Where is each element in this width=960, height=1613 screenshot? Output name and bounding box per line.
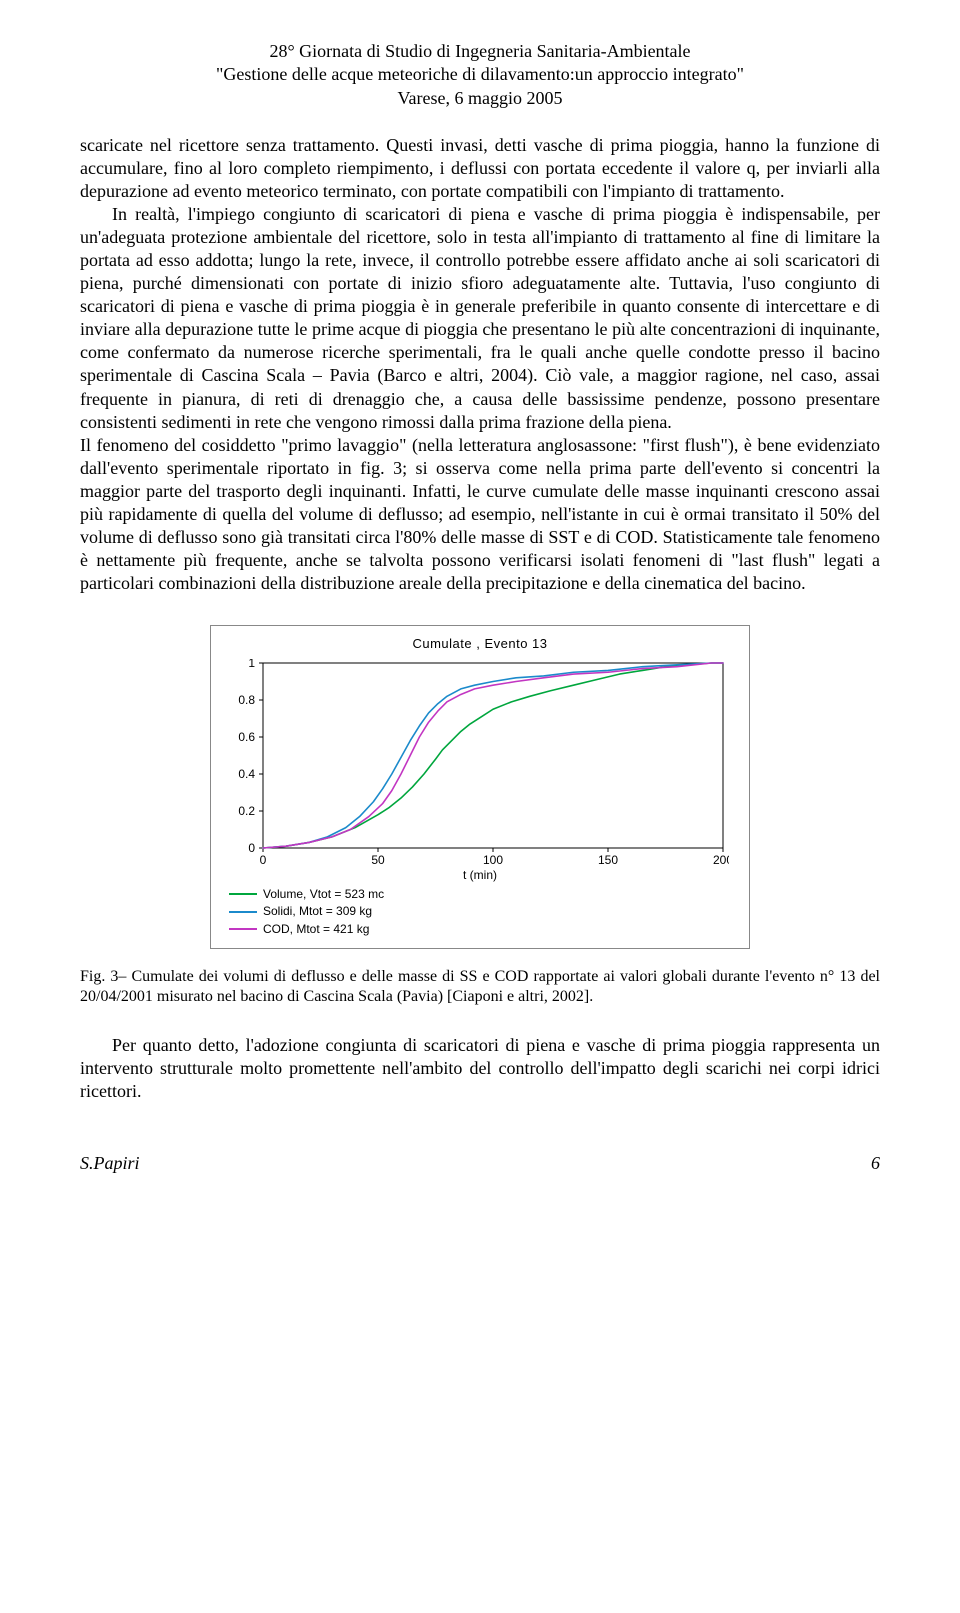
svg-text:0.4: 0.4: [238, 767, 255, 781]
header-line-1: 28° Giornata di Studio di Ingegneria San…: [80, 40, 880, 63]
chart-xlabel: t (min): [229, 868, 731, 882]
footer-author: S.Papiri: [80, 1153, 140, 1174]
svg-text:0: 0: [248, 841, 255, 855]
svg-text:1: 1: [248, 659, 255, 670]
legend-swatch: [229, 911, 257, 913]
svg-text:100: 100: [483, 853, 503, 866]
legend-row: Solidi, Mtot = 309 kg: [229, 903, 731, 920]
paragraph-3: Il fenomeno del cosiddetto "primo lavagg…: [80, 434, 880, 595]
cumulate-chart: Cumulate , Evento 13 0 0.2 0.4 0.6 0.8 1 0 50 10…: [210, 625, 750, 949]
footer-page-number: 6: [871, 1153, 880, 1174]
legend-row: Volume, Vtot = 523 mc: [229, 886, 731, 903]
paragraph-1: scaricate nel ricettore senza trattament…: [80, 134, 880, 203]
body-text-2: Per quanto detto, l'adozione congiunta d…: [80, 1034, 880, 1103]
chart-title: Cumulate , Evento 13: [229, 636, 731, 651]
svg-text:0.2: 0.2: [238, 804, 255, 818]
figure-caption: Fig. 3– Cumulate dei volumi di deflusso …: [80, 967, 880, 1008]
legend-label: Solidi, Mtot = 309 kg: [263, 903, 372, 920]
header-line-3: Varese, 6 maggio 2005: [80, 87, 880, 110]
legend-swatch: [229, 893, 257, 895]
paragraph-4: Per quanto detto, l'adozione congiunta d…: [80, 1034, 880, 1103]
svg-text:0.6: 0.6: [238, 730, 255, 744]
header-line-2: "Gestione delle acque meteoriche di dila…: [80, 63, 880, 86]
chart-legend: Volume, Vtot = 523 mcSolidi, Mtot = 309 …: [229, 886, 731, 938]
body-text: scaricate nel ricettore senza trattament…: [80, 134, 880, 595]
svg-text:200: 200: [713, 853, 729, 866]
page-header: 28° Giornata di Studio di Ingegneria San…: [80, 40, 880, 110]
svg-text:0: 0: [260, 853, 267, 866]
legend-label: COD, Mtot = 421 kg: [263, 921, 369, 938]
legend-label: Volume, Vtot = 523 mc: [263, 886, 384, 903]
legend-row: COD, Mtot = 421 kg: [229, 921, 731, 938]
svg-text:150: 150: [598, 853, 618, 866]
legend-swatch: [229, 928, 257, 930]
svg-text:0.8: 0.8: [238, 693, 255, 707]
svg-text:50: 50: [371, 853, 385, 866]
page-footer: S.Papiri 6: [80, 1153, 880, 1174]
paragraph-2: In realtà, l'impiego congiunto di scaric…: [80, 203, 880, 433]
chart-plot-area: 0 0.2 0.4 0.6 0.8 1 0 50 100 150 200: [229, 659, 729, 866]
